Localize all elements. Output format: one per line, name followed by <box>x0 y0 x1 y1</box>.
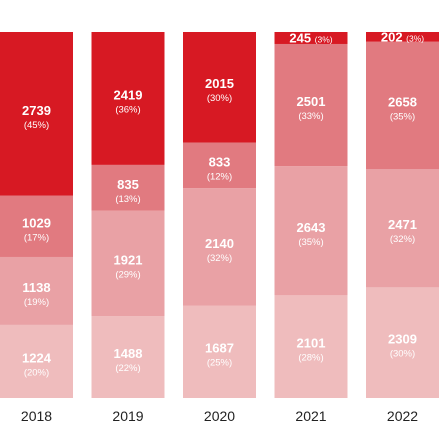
bar-segment <box>0 256 73 325</box>
value-label: 2739 <box>22 103 51 118</box>
bar-segment <box>91 316 165 398</box>
x-tick-label: 2020 <box>204 408 235 424</box>
value-label: 2015 <box>205 76 234 91</box>
x-tick-label: 2021 <box>295 408 326 424</box>
bar-segment <box>183 32 256 143</box>
value-label: 245 (3%) <box>289 30 332 45</box>
value-label: 2101 <box>297 336 326 351</box>
value-label: 2309 <box>388 332 417 347</box>
bar-segment <box>366 41 439 170</box>
value-label: 1687 <box>205 341 234 356</box>
bar-segment <box>183 188 256 306</box>
value-label: 202 (3%) <box>381 29 424 44</box>
bar-segment <box>0 195 73 257</box>
bar-segment <box>274 166 348 296</box>
value-label: 2643 <box>297 220 326 235</box>
percent-label: (20%) <box>24 367 49 378</box>
percent-label: (19%) <box>24 297 49 308</box>
percent-label: (17%) <box>24 232 49 243</box>
percent-label: (22%) <box>115 363 140 374</box>
value-label: 2658 <box>388 94 417 109</box>
x-tick-label: 2022 <box>387 408 418 424</box>
x-tick-label: 2019 <box>112 408 143 424</box>
percent-label: (12%) <box>207 171 232 182</box>
bar-segment <box>274 43 348 167</box>
percent-label: (36%) <box>115 104 140 115</box>
percent-label: (32%) <box>390 234 415 245</box>
bar-segment <box>366 169 439 288</box>
percent-label: (29%) <box>115 270 140 281</box>
value-label: 835 <box>117 177 139 192</box>
value-label: 1488 <box>114 346 143 361</box>
value-label: 2419 <box>114 87 143 102</box>
percent-label: (30%) <box>390 349 415 360</box>
value-label: 2501 <box>297 94 326 109</box>
value-label: 1921 <box>114 253 143 268</box>
value-label: 1224 <box>22 350 52 365</box>
bar-segment <box>0 32 73 196</box>
percent-label: (33%) <box>298 111 323 122</box>
value-label: 1138 <box>22 280 50 295</box>
percent-label: (35%) <box>298 237 323 248</box>
bar-segment <box>183 305 256 398</box>
bar-segment <box>0 324 73 398</box>
value-label: 833 <box>209 154 231 169</box>
value-label: 2140 <box>205 236 234 251</box>
percent-label: (13%) <box>115 194 140 205</box>
x-tick-label: 2018 <box>21 408 52 424</box>
bar-segment <box>183 142 256 189</box>
bar-segment <box>366 32 439 42</box>
percent-label: (35%) <box>390 111 415 122</box>
bar-segment <box>366 287 439 398</box>
bar-segment <box>274 295 348 398</box>
percent-label: (25%) <box>207 358 232 369</box>
percent-label: (30%) <box>207 93 232 104</box>
percent-label: (32%) <box>207 253 232 264</box>
value-label: 2471 <box>388 217 417 232</box>
bar-segment <box>91 32 165 165</box>
bar-segment <box>91 164 165 211</box>
bar-segment <box>91 210 165 317</box>
percent-label: (45%) <box>24 120 49 131</box>
percent-label: (28%) <box>298 353 323 364</box>
value-label: 1029 <box>22 215 51 230</box>
bar-segment <box>274 32 348 44</box>
